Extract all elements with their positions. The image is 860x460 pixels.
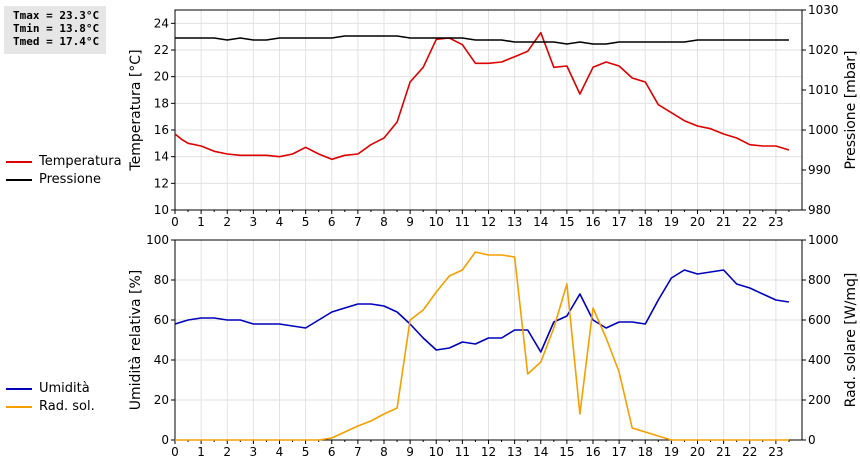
chart-1-xtick-label-8: 8: [380, 215, 388, 229]
chart-2-xtick-label-9: 9: [406, 445, 414, 459]
chart-1-xtick-label-4: 4: [276, 215, 284, 229]
chart-2-xtick-label-4: 4: [276, 445, 284, 459]
chart-2-xtick-label-8: 8: [380, 445, 388, 459]
chart-2-xtick-label-12: 12: [481, 445, 496, 459]
chart-1-xtick-label-2: 2: [223, 215, 231, 229]
chart-1-ytick-label-6: 22: [154, 43, 169, 57]
chart-2-xtick-label-19: 19: [664, 445, 679, 459]
legend-swatch-temperatura: [6, 161, 32, 163]
chart-1-ytick-label-4: 18: [154, 96, 169, 110]
chart-2-y2tick-label-1: 200: [808, 393, 831, 407]
chart-1-xtick-label-21: 21: [716, 215, 731, 229]
chart-2-ylabel: Umidità relativa [%]: [128, 270, 144, 411]
chart-1-ytick-label-5: 20: [154, 70, 169, 84]
chart-2-xtick-label-21: 21: [716, 445, 731, 459]
chart-1-ytick-label-2: 14: [154, 150, 169, 164]
chart-1-xtick-label-0: 0: [171, 215, 179, 229]
chart-1-xtick-label-18: 18: [638, 215, 653, 229]
legend-swatch-rad-sol: [6, 406, 32, 408]
chart-1-xtick-label-11: 11: [455, 215, 470, 229]
chart-1-ytick-label-7: 24: [154, 16, 169, 30]
chart-2-ytick-label-2: 40: [154, 353, 169, 367]
chart-1-xtick-label-6: 6: [328, 215, 336, 229]
chart-2-xtick-label-1: 1: [197, 445, 205, 459]
chart-2-xtick-label-18: 18: [638, 445, 653, 459]
chart-1-y2tick-label-3: 1010: [808, 83, 839, 97]
chart-2-y2tick-label-0: 0: [808, 433, 816, 447]
chart-1-xtick-label-14: 14: [533, 215, 548, 229]
chart-2-ytick-label-3: 60: [154, 313, 169, 327]
legend-label-pressione: Pressione: [39, 172, 102, 187]
chart-2-xtick-label-0: 0: [171, 445, 179, 459]
chart-1-xtick-label-7: 7: [354, 215, 362, 229]
chart-1-y2tick-label-4: 1020: [808, 43, 839, 57]
chart-1-xtick-label-15: 15: [559, 215, 574, 229]
chart-2-xtick-label-15: 15: [559, 445, 574, 459]
chart-1-xtick-label-9: 9: [406, 215, 414, 229]
chart-2-y2tick-label-3: 600: [808, 313, 831, 327]
legend-swatch-pressione: [6, 179, 32, 181]
chart-1-xtick-label-13: 13: [507, 215, 522, 229]
stat-tmax: Tmax = 23.3°C: [13, 9, 100, 22]
chart-2-ytick-label-0: 0: [161, 433, 169, 447]
stat-tmed: Tmed = 17.4°C: [13, 35, 100, 48]
chart-1-xtick-label-10: 10: [429, 215, 444, 229]
chart-1-xtick-label-22: 22: [742, 215, 757, 229]
chart-2-series-umidit: [174, 269, 790, 353]
chart-1-xtick-label-3: 3: [250, 215, 258, 229]
legend-label-temperatura: Temperatura: [39, 154, 122, 169]
chart-1-series-pressione: [175, 35, 789, 45]
chart-2-xtick-label-17: 17: [611, 445, 626, 459]
chart-1-y2tick-label-5: 1030: [808, 3, 839, 17]
chart-2-ytick-label-5: 100: [146, 233, 169, 247]
chart-1-y2tick-label-0: 980: [808, 203, 831, 217]
chart-2-y2tick-label-4: 800: [808, 273, 831, 287]
chart-2-series-rad-sol: [175, 251, 789, 441]
chart-1-xtick-label-23: 23: [768, 215, 783, 229]
legend-label-rad-sol: Rad. sol.: [39, 399, 95, 414]
chart-2-xtick-label-11: 11: [455, 445, 470, 459]
chart-2-ytick-label-4: 80: [154, 273, 169, 287]
chart-2-ytick-label-1: 20: [154, 393, 169, 407]
chart-2-xtick-label-5: 5: [302, 445, 310, 459]
chart-2-y2tick-label-5: 1000: [808, 233, 839, 247]
chart-1-xtick-label-5: 5: [302, 215, 310, 229]
chart-2-y2label: Rad. solare [W/mq]: [843, 273, 859, 408]
legend-swatch-umidita: [6, 388, 32, 390]
chart-2-xtick-label-22: 22: [742, 445, 757, 459]
chart-1-xtick-label-19: 19: [664, 215, 679, 229]
chart-1-ytick-label-0: 10: [154, 203, 169, 217]
chart-1-xtick-label-1: 1: [197, 215, 205, 229]
chart-2-xtick-label-2: 2: [223, 445, 231, 459]
stat-tmin: Tmin = 13.8°C: [13, 22, 100, 35]
chart-1-xtick-label-17: 17: [611, 215, 626, 229]
chart-1-series-temperatura: [174, 31, 790, 161]
chart-2-xtick-label-13: 13: [507, 445, 522, 459]
chart-2-xtick-label-3: 3: [250, 445, 258, 459]
chart-2-xtick-label-10: 10: [429, 445, 444, 459]
legend-label-umidita: Umidità: [39, 381, 90, 396]
chart-2-xtick-label-16: 16: [585, 445, 600, 459]
chart-2-y2tick-label-2: 400: [808, 353, 831, 367]
chart-1-ytick-label-1: 12: [154, 176, 169, 190]
chart-1-xtick-label-20: 20: [690, 215, 705, 229]
chart-1-ylabel: Temperatura [°C]: [128, 49, 144, 171]
chart-2-xtick-label-23: 23: [768, 445, 783, 459]
chart-2-xtick-label-6: 6: [328, 445, 336, 459]
chart-1-y2tick-label-2: 1000: [808, 123, 839, 137]
chart-1-y2label: Pressione [mbar]: [843, 50, 859, 169]
chart-1-y2tick-label-1: 990: [808, 163, 831, 177]
chart-2-xtick-label-7: 7: [354, 445, 362, 459]
chart-1-ytick-label-3: 16: [154, 123, 169, 137]
stats-box: Tmax = 23.3°C Tmin = 13.8°C Tmed = 17.4°…: [4, 6, 106, 54]
chart-2-xtick-label-14: 14: [533, 445, 548, 459]
chart-1-xtick-label-12: 12: [481, 215, 496, 229]
chart-2-xtick-label-20: 20: [690, 445, 705, 459]
chart-1-xtick-label-16: 16: [585, 215, 600, 229]
